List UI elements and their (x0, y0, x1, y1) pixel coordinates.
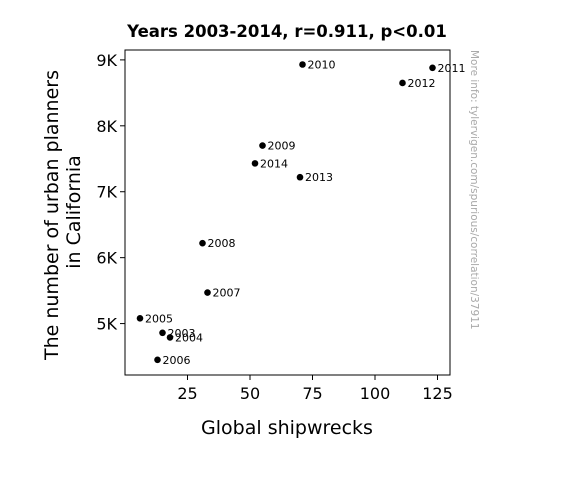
data-point-label: 2012 (408, 77, 436, 90)
data-point (199, 239, 206, 247)
watermark-text: More info: tylervigen.com/spurious/corre… (468, 50, 480, 330)
y-tick-label: 8K (96, 117, 117, 136)
y-axis-label: The number of urban planners in Californ… (41, 64, 85, 361)
data-point-label: 2009 (268, 140, 296, 153)
data-point (204, 289, 211, 296)
data-point (154, 356, 161, 364)
data-point (299, 61, 306, 68)
x-tick-label: 50 (240, 384, 260, 403)
y-axis-label-line-2: in California (63, 155, 85, 269)
data-point (296, 173, 304, 181)
data-point-label: 2003 (168, 327, 196, 340)
data-point (399, 79, 406, 87)
y-tick-label: 9K (96, 51, 117, 70)
x-axis-label: Global shipwrecks (201, 417, 373, 439)
data-point (166, 334, 174, 341)
data-point (259, 142, 266, 149)
data-point-label: 2011 (438, 62, 466, 75)
y-tick-label: 5K (96, 315, 117, 334)
data-point-label: 2004 (175, 331, 203, 344)
data-point (429, 64, 436, 72)
data-point (136, 315, 144, 322)
x-tick-label: 100 (360, 384, 391, 403)
y-tick-label: 7K (96, 183, 117, 202)
data-point-label: 2013 (305, 171, 333, 184)
x-tick-label: 25 (177, 384, 197, 403)
y-axis-label-line-1: The number of urban planners (41, 70, 63, 361)
data-point (159, 329, 166, 337)
x-tick-label: 125 (422, 384, 453, 403)
data-point-label: 2014 (260, 157, 288, 170)
y-tick-label: 6K (96, 249, 117, 268)
data-point-label: 2010 (308, 59, 336, 72)
data-point-label: 2005 (145, 312, 173, 325)
data-point-label: 2008 (208, 237, 236, 250)
data-point (251, 160, 259, 167)
data-point-label: 2007 (213, 287, 241, 300)
x-tick-label: 75 (302, 384, 322, 403)
data-point-label: 2006 (163, 354, 191, 367)
chart-title: Years 2003-2014, r=0.911, p<0.01 (126, 22, 447, 41)
plot-frame (124, 49, 451, 376)
